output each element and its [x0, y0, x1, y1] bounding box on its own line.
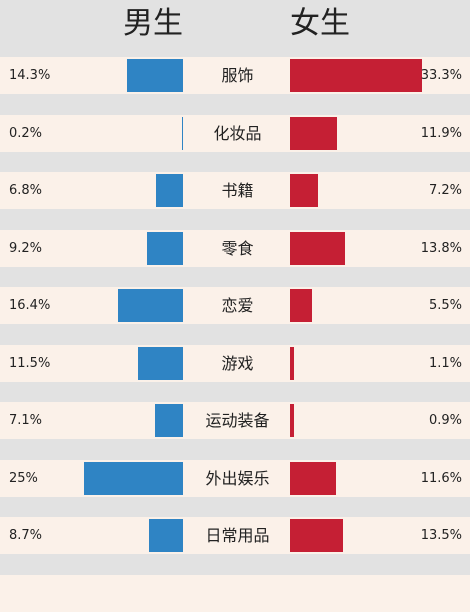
female-bar [290, 116, 337, 150]
male-bar [137, 346, 183, 380]
female-value-label: 13.8% [420, 240, 462, 256]
male-bar [148, 519, 183, 552]
male-bar [84, 461, 183, 495]
female-bar [290, 461, 336, 495]
chart-row: 9.2% 零食 13.8% [0, 229, 470, 267]
female-value-label: 5.5% [428, 298, 462, 313]
category-label: 服饰 [221, 66, 254, 85]
female-value-label: 11.9% [420, 125, 462, 141]
category-label: 恋爱 [221, 296, 254, 315]
category-label: 游戏 [221, 353, 254, 373]
chart-row: 0.2% 化妆品 11.9% [0, 114, 470, 152]
male-value-label: 6.8% [9, 183, 43, 198]
chart-row: 11.5% 游戏 1.1% [0, 344, 470, 382]
female-value-label: 33.3% [420, 68, 462, 83]
male-bar [154, 404, 183, 437]
female-bar [290, 231, 345, 265]
chart-row: 25% 外出娱乐 11.6% [0, 459, 470, 497]
male-value-label: 7.1% [9, 413, 43, 428]
male-value-label: 8.7% [9, 528, 43, 543]
category-label: 书籍 [221, 181, 254, 200]
female-value-label: 11.6% [420, 470, 462, 486]
male-value-label: 16.4% [9, 298, 51, 313]
chart-row: 7.1% 运动装备 0.9% [0, 402, 470, 439]
chart-row: 8.7% 日常用品 13.5% [0, 517, 470, 554]
chart-row: 14.3% 服饰 33.3% [0, 57, 470, 94]
chart-row: 6.8% 书籍 7.2% [0, 172, 470, 209]
male-value-label: 14.3% [9, 68, 51, 83]
male-bar [181, 116, 183, 150]
category-label: 化妆品 [213, 123, 262, 143]
female-bar [290, 59, 422, 92]
category-label: 外出娱乐 [205, 468, 270, 488]
female-bar [290, 174, 319, 207]
category-label: 零食 [221, 238, 254, 258]
male-header: 男生 [123, 6, 183, 41]
male-value-label: 9.2% [9, 240, 43, 256]
female-value-label: 1.1% [428, 355, 462, 371]
female-value-label: 0.9% [428, 413, 462, 428]
male-bar [146, 231, 183, 265]
chart-row [0, 574, 470, 612]
male-value-label: 0.2% [9, 125, 43, 141]
chart-row: 16.4% 恋爱 5.5% [0, 287, 470, 324]
female-value-label: 13.5% [420, 528, 462, 543]
female-value-label: 7.2% [428, 183, 462, 198]
female-header: 女生 [290, 6, 350, 41]
male-bar [126, 59, 183, 92]
male-value-label: 25% [9, 470, 38, 486]
category-label: 运动装备 [205, 411, 270, 430]
female-bar [290, 289, 312, 322]
butterfly-chart: 14.3% 服饰 33.3% 0.2% 化妆品 11.9% 6.8% 书籍 7.2% 9.2% 零食… [0, 57, 470, 612]
category-label [187, 575, 288, 612]
female-bar [290, 519, 344, 552]
male-bar [118, 289, 183, 322]
male-bar [156, 174, 183, 207]
male-value-label: 11.5% [9, 355, 51, 371]
category-label: 日常用品 [205, 526, 270, 545]
female-bar [290, 346, 295, 380]
female-bar [290, 404, 294, 437]
